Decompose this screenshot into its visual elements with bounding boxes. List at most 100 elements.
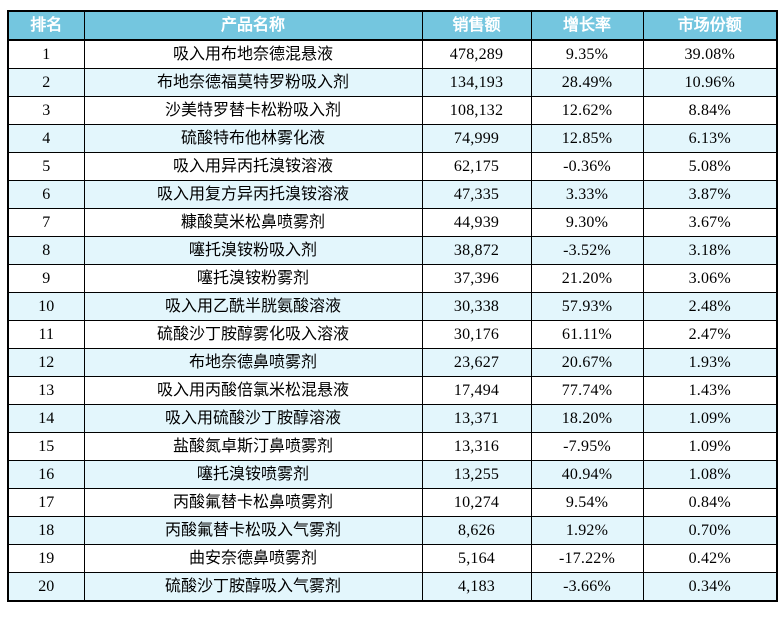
cell-growth-rate: 61.11% [530,320,644,349]
cell-product-name: 布地奈德鼻喷雾剂 [83,348,423,377]
cell-sales: 10,274 [421,488,532,517]
cell-market-share: 1.43% [642,376,778,405]
cell-growth-rate: -17.22% [530,544,644,573]
cell-market-share: 8.84% [642,96,778,125]
cell-product-name: 硫酸特布他林雾化液 [83,124,423,153]
cell-product-name: 吸入用硫酸沙丁胺醇溶液 [83,404,423,433]
cell-rank: 15 [7,432,85,461]
column-header-product-name: 产品名称 [83,10,423,41]
cell-growth-rate: 9.54% [530,488,644,517]
table-row: 17 丙酸氟替卡松鼻喷雾剂 10,274 9.54% 0.84% [7,488,778,517]
page: 排名 产品名称 销售额 增长率 市场份额 1 吸入用布地奈德混悬液 478,28… [7,10,778,602]
table-row: 18 丙酸氟替卡松吸入气雾剂 8,626 1.92% 0.70% [7,516,778,545]
table-row: 14 吸入用硫酸沙丁胺醇溶液 13,371 18.20% 1.09% [7,404,778,433]
cell-growth-rate: 1.92% [530,516,644,545]
cell-market-share: 1.09% [642,404,778,433]
cell-rank: 7 [7,208,85,237]
cell-growth-rate: -0.36% [530,152,644,181]
cell-sales: 8,626 [421,516,532,545]
cell-market-share: 2.48% [642,292,778,321]
cell-product-name: 丙酸氟替卡松鼻喷雾剂 [83,488,423,517]
table-row: 4 硫酸特布他林雾化液 74,999 12.85% 6.13% [7,124,778,153]
cell-growth-rate: -3.52% [530,236,644,265]
table-row: 19 曲安奈德鼻喷雾剂 5,164 -17.22% 0.42% [7,544,778,573]
cell-sales: 30,176 [421,320,532,349]
column-header-sales: 销售额 [421,10,532,41]
cell-rank: 17 [7,488,85,517]
cell-sales: 4,183 [421,572,532,602]
cell-sales: 13,316 [421,432,532,461]
cell-market-share: 3.18% [642,236,778,265]
cell-growth-rate: 12.85% [530,124,644,153]
table-row: 13 吸入用丙酸倍氯米松混悬液 17,494 77.74% 1.43% [7,376,778,405]
cell-growth-rate: 18.20% [530,404,644,433]
cell-rank: 4 [7,124,85,153]
table-row: 11 硫酸沙丁胺醇雾化吸入溶液 30,176 61.11% 2.47% [7,320,778,349]
cell-product-name: 吸入用复方异丙托溴铵溶液 [83,180,423,209]
cell-rank: 16 [7,460,85,489]
cell-market-share: 6.13% [642,124,778,153]
product-ranking-table: 排名 产品名称 销售额 增长率 市场份额 1 吸入用布地奈德混悬液 478,28… [7,10,778,602]
cell-rank: 13 [7,376,85,405]
table-row: 16 噻托溴铵喷雾剂 13,255 40.94% 1.08% [7,460,778,489]
cell-sales: 108,132 [421,96,532,125]
cell-rank: 10 [7,292,85,321]
cell-sales: 5,164 [421,544,532,573]
cell-sales: 17,494 [421,376,532,405]
cell-growth-rate: -7.95% [530,432,644,461]
table-row: 3 沙美特罗替卡松粉吸入剂 108,132 12.62% 8.84% [7,96,778,125]
cell-market-share: 10.96% [642,68,778,97]
cell-product-name: 曲安奈德鼻喷雾剂 [83,544,423,573]
cell-sales: 38,872 [421,236,532,265]
cell-market-share: 0.34% [642,572,778,602]
cell-market-share: 0.42% [642,544,778,573]
cell-market-share: 1.09% [642,432,778,461]
cell-growth-rate: 21.20% [530,264,644,293]
table-row: 10 吸入用乙酰半胱氨酸溶液 30,338 57.93% 2.48% [7,292,778,321]
cell-rank: 12 [7,348,85,377]
table-row: 12 布地奈德鼻喷雾剂 23,627 20.67% 1.93% [7,348,778,377]
cell-market-share: 3.87% [642,180,778,209]
cell-market-share: 0.70% [642,516,778,545]
cell-product-name: 噻托溴铵粉吸入剂 [83,236,423,265]
cell-rank: 9 [7,264,85,293]
cell-rank: 20 [7,572,85,602]
cell-sales: 47,335 [421,180,532,209]
cell-growth-rate: 57.93% [530,292,644,321]
column-header-rank: 排名 [7,10,85,41]
table-row: 20 硫酸沙丁胺醇吸入气雾剂 4,183 -3.66% 0.34% [7,572,778,602]
cell-market-share: 1.93% [642,348,778,377]
cell-sales: 13,255 [421,460,532,489]
cell-sales: 62,175 [421,152,532,181]
cell-market-share: 1.08% [642,460,778,489]
table-row: 2 布地奈德福莫特罗粉吸入剂 134,193 28.49% 10.96% [7,68,778,97]
cell-growth-rate: 3.33% [530,180,644,209]
cell-growth-rate: 77.74% [530,376,644,405]
cell-rank: 19 [7,544,85,573]
cell-growth-rate: 20.67% [530,348,644,377]
cell-product-name: 吸入用布地奈德混悬液 [83,39,423,69]
cell-market-share: 0.84% [642,488,778,517]
cell-rank: 18 [7,516,85,545]
table-row: 8 噻托溴铵粉吸入剂 38,872 -3.52% 3.18% [7,236,778,265]
table-row: 15 盐酸氮卓斯汀鼻喷雾剂 13,316 -7.95% 1.09% [7,432,778,461]
cell-market-share: 5.08% [642,152,778,181]
cell-rank: 3 [7,96,85,125]
cell-growth-rate: 9.30% [530,208,644,237]
cell-product-name: 沙美特罗替卡松粉吸入剂 [83,96,423,125]
table-row: 7 糠酸莫米松鼻喷雾剂 44,939 9.30% 3.67% [7,208,778,237]
cell-rank: 8 [7,236,85,265]
cell-product-name: 丙酸氟替卡松吸入气雾剂 [83,516,423,545]
cell-market-share: 3.67% [642,208,778,237]
cell-growth-rate: 9.35% [530,39,644,69]
table-row: 6 吸入用复方异丙托溴铵溶液 47,335 3.33% 3.87% [7,180,778,209]
cell-product-name: 吸入用丙酸倍氯米松混悬液 [83,376,423,405]
cell-product-name: 布地奈德福莫特罗粉吸入剂 [83,68,423,97]
cell-sales: 37,396 [421,264,532,293]
column-header-market-share: 市场份额 [642,10,778,41]
table-body: 1 吸入用布地奈德混悬液 478,289 9.35% 39.08% 2 布地奈德… [7,39,778,602]
cell-rank: 5 [7,152,85,181]
table-row: 9 噻托溴铵粉雾剂 37,396 21.20% 3.06% [7,264,778,293]
column-header-growth-rate: 增长率 [530,10,644,41]
cell-growth-rate: 28.49% [530,68,644,97]
